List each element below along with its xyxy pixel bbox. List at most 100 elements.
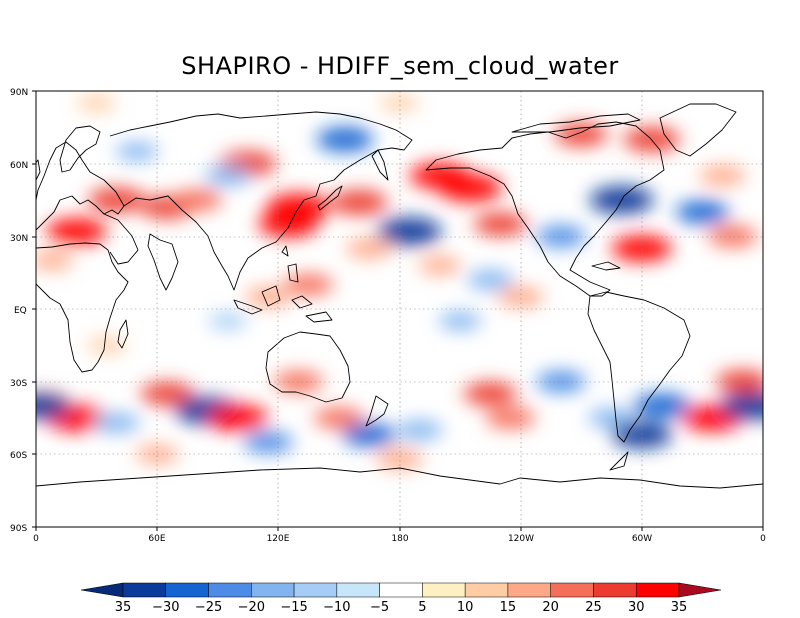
colorbar-bin bbox=[293, 582, 338, 598]
anomaly-blob bbox=[316, 127, 374, 152]
lon-label: 0 bbox=[33, 534, 39, 544]
anomaly-blob bbox=[346, 238, 393, 259]
anomaly-blob bbox=[396, 420, 443, 441]
anomaly-blob bbox=[243, 431, 294, 454]
anomaly-blob bbox=[588, 408, 635, 428]
anomaly-blob bbox=[46, 218, 107, 245]
anomaly-blob bbox=[376, 449, 423, 470]
anomaly-blob bbox=[467, 269, 514, 290]
colorbar-label: −5 bbox=[370, 600, 389, 615]
anomaly-blob bbox=[707, 225, 758, 248]
anomaly-blob bbox=[418, 256, 462, 275]
colorbar-label: 15 bbox=[500, 600, 517, 615]
anomaly-blob bbox=[115, 142, 159, 161]
anomaly-blob bbox=[485, 407, 536, 429]
coast-taiwan-philippines bbox=[281, 245, 299, 283]
anomaly-blob bbox=[93, 412, 140, 433]
colorbar-bin bbox=[422, 582, 466, 598]
lat-label: 90S bbox=[10, 524, 27, 534]
colorbar-bin bbox=[550, 582, 594, 598]
anomaly-blob bbox=[88, 187, 146, 213]
anomaly-blob bbox=[36, 392, 71, 420]
anomaly-blob bbox=[675, 200, 730, 224]
lat-label: 90N bbox=[10, 88, 28, 98]
anomaly-blob bbox=[438, 311, 482, 331]
colorbar-label: −30 bbox=[152, 600, 179, 615]
coast-new-zealand bbox=[365, 395, 389, 427]
lon-label: 60W bbox=[632, 534, 652, 544]
anomaly-blob bbox=[245, 286, 292, 307]
anomaly-blob bbox=[377, 217, 442, 246]
colorbar-label: 35 bbox=[671, 600, 688, 615]
anomaly-blob bbox=[135, 445, 179, 464]
colorbar-bin bbox=[593, 582, 637, 598]
anomaly-blob bbox=[204, 165, 251, 186]
anomaly-blob bbox=[536, 225, 586, 248]
anomaly-blob bbox=[536, 370, 586, 393]
coast-japan bbox=[317, 185, 343, 211]
colorbar-label: −15 bbox=[280, 600, 307, 615]
anomaly-blob bbox=[258, 211, 319, 238]
coast-indonesia bbox=[233, 285, 333, 323]
anomaly-blob bbox=[611, 235, 673, 262]
anomaly-blob bbox=[77, 94, 116, 112]
chart-title: SHAPIRO - HDIFF_sem_cloud_water bbox=[181, 52, 619, 80]
coast-africa bbox=[36, 242, 129, 373]
colorbar-bin bbox=[379, 582, 423, 598]
colorbar-label: 10 bbox=[457, 600, 474, 615]
coast-australia bbox=[265, 331, 351, 403]
anomaly-blob bbox=[330, 190, 388, 215]
lat-label: 60N bbox=[10, 161, 28, 171]
anomaly-blob bbox=[208, 312, 248, 330]
colorbar-bin bbox=[208, 582, 252, 598]
coast-scandinavia bbox=[59, 125, 101, 173]
colorbar-bin bbox=[122, 582, 167, 598]
coast-cuba bbox=[591, 261, 621, 271]
colorbar-label: 20 bbox=[542, 600, 559, 615]
lat-axis: 90N 60N 30N EQ 30S 60S 90S bbox=[10, 88, 36, 534]
anomaly-blob bbox=[554, 123, 608, 147]
anomaly-blob bbox=[716, 370, 763, 394]
colorbar-label: −20 bbox=[238, 600, 265, 615]
colorbar-label: −25 bbox=[195, 600, 222, 615]
anomaly-blob bbox=[207, 404, 269, 432]
anomaly-blob bbox=[611, 421, 673, 449]
anomaly-blob bbox=[699, 165, 746, 186]
anomaly-blob bbox=[283, 273, 334, 296]
anomaly-blob bbox=[438, 173, 503, 202]
colorbar-label: 25 bbox=[585, 600, 602, 615]
coast-arabia bbox=[103, 213, 139, 265]
lon-label: 120E bbox=[267, 534, 290, 544]
coast-arctic-islands bbox=[511, 113, 641, 133]
lon-label: 60E bbox=[148, 534, 165, 544]
lat-label: 30N bbox=[10, 234, 28, 244]
coast-south-america bbox=[587, 291, 691, 443]
lat-label: 30S bbox=[10, 379, 27, 389]
coast-india bbox=[147, 233, 179, 291]
colorbar-bin bbox=[507, 582, 551, 598]
colorbar-label: 5 bbox=[418, 600, 426, 615]
colorbar: 35 −30 −25 −20 −15 −10 −5 5 10 15 20 25 30 35 bbox=[80, 582, 722, 615]
lat-label: EQ bbox=[14, 306, 27, 316]
grid-lines bbox=[36, 91, 763, 527]
anomaly-blob bbox=[314, 407, 364, 429]
anomaly-blob bbox=[497, 286, 544, 307]
colorbar-label: −10 bbox=[323, 600, 350, 615]
coast-antarctica bbox=[36, 467, 763, 489]
lon-axis: 0 60E 120E 180 120W 60W 0 bbox=[33, 527, 766, 544]
colorbar-bin bbox=[336, 582, 380, 598]
anomaly-blob bbox=[87, 336, 127, 354]
colorbar-bin bbox=[464, 582, 509, 598]
colorbar-label: 35 bbox=[115, 600, 132, 615]
anomaly-blob bbox=[342, 423, 396, 447]
coast-asia bbox=[109, 111, 413, 291]
anomaly-blob bbox=[273, 370, 324, 393]
colorbar-high-arrow bbox=[678, 582, 722, 598]
lat-label: 60S bbox=[10, 451, 27, 461]
coast-madagascar bbox=[117, 319, 129, 349]
lon-label: 180 bbox=[391, 534, 408, 544]
colorbar-bin bbox=[251, 582, 295, 598]
coast-greenland bbox=[659, 103, 737, 157]
anomaly-blob bbox=[172, 189, 223, 211]
